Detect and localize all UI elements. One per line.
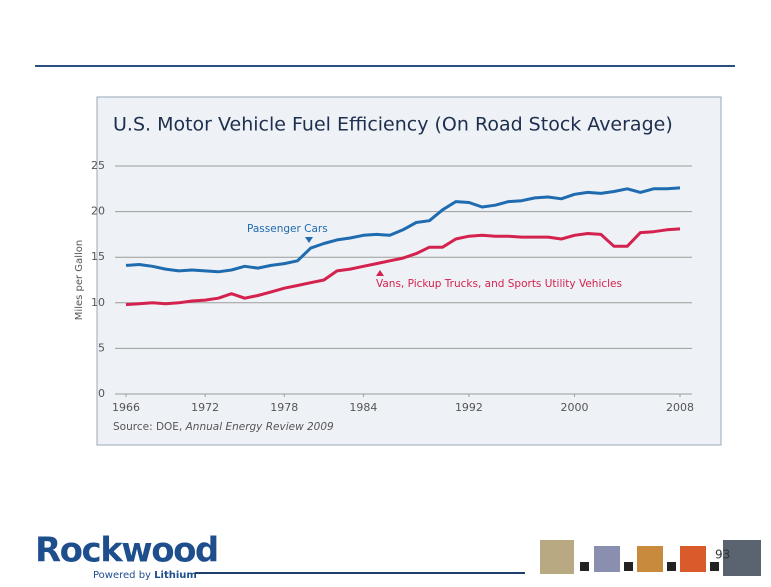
x-tick-label: 1966: [112, 401, 140, 414]
x-tick-label: 2000: [560, 401, 588, 414]
bullet: [580, 562, 589, 571]
bullet: [710, 562, 719, 571]
series-annotation: Vans, Pickup Trucks, and Sports Utility …: [376, 278, 622, 290]
x-tick-label: 1992: [455, 401, 483, 414]
source-prefix: Source: DOE,: [113, 421, 182, 433]
thumbnail: [540, 540, 574, 574]
annotation-arrow: [305, 237, 313, 243]
chart-title: U.S. Motor Vehicle Fuel Efficiency (On R…: [113, 114, 673, 136]
x-tick-label: 1978: [270, 401, 298, 414]
y-tick-label: 20: [91, 205, 105, 218]
thumbnails: [540, 540, 761, 576]
bullet: [667, 562, 676, 571]
tagline-prefix: Powered by: [93, 570, 151, 581]
y-axis-label: Miles per Gallon: [74, 240, 85, 320]
series-line: [125, 227, 681, 307]
y-tick-label: 15: [91, 250, 105, 263]
tagline: Powered by Lithium: [93, 570, 197, 581]
source-title: Annual Energy Review 2009: [185, 421, 334, 433]
bullet: [624, 562, 633, 571]
logo: Rockwood: [35, 531, 218, 571]
series-line: [125, 186, 681, 274]
series-annotation: Passenger Cars: [247, 223, 328, 235]
thumbnail: [594, 546, 620, 572]
x-tick-label: 1984: [349, 401, 377, 414]
source-note: Source: DOE, Annual Energy Review 2009: [113, 421, 334, 433]
y-tick-label: 10: [91, 296, 105, 309]
thumbnail: [637, 546, 663, 572]
x-tick-label: 1972: [191, 401, 219, 414]
tagline-bold: Lithium: [154, 570, 197, 581]
y-tick-label: 25: [91, 159, 105, 172]
thumbnail: [723, 540, 761, 576]
y-tick-label: 5: [98, 341, 105, 354]
x-tick-label: 2008: [666, 401, 694, 414]
page-number: 93: [715, 548, 730, 562]
annotation-arrow: [376, 270, 384, 276]
y-tick-label: 0: [98, 387, 105, 400]
thumbnail: [680, 546, 706, 572]
plot: 0 5 10 15 20 25 1966 1972 1978 1984 1992 2000 2008: [91, 159, 694, 414]
